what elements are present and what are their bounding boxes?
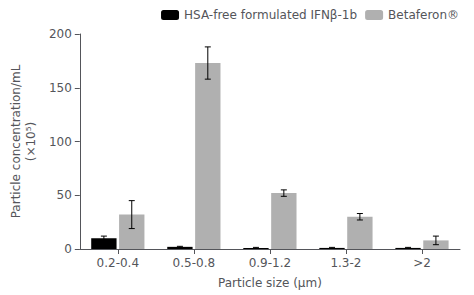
svg-text:Particle concentration/mL: Particle concentration/mL bbox=[9, 64, 23, 218]
svg-text:HSA-free formulated IFNβ-1b: HSA-free formulated IFNβ-1b bbox=[184, 8, 357, 22]
svg-text:Particle size (μm): Particle size (μm) bbox=[218, 276, 322, 290]
svg-text:0.5-0.8: 0.5-0.8 bbox=[173, 256, 216, 270]
svg-text:150: 150 bbox=[49, 81, 72, 95]
svg-text:(×10⁵): (×10⁵) bbox=[24, 122, 38, 162]
svg-text:0: 0 bbox=[64, 242, 72, 256]
svg-text:Betaferon®: Betaferon® bbox=[388, 8, 459, 22]
svg-text:200: 200 bbox=[49, 27, 72, 41]
svg-text:50: 50 bbox=[57, 188, 72, 202]
svg-text:0.2-0.4: 0.2-0.4 bbox=[97, 256, 140, 270]
svg-text:1.3-2: 1.3-2 bbox=[330, 256, 361, 270]
svg-text:0.9-1.2: 0.9-1.2 bbox=[249, 256, 292, 270]
svg-text:>2: >2 bbox=[413, 256, 431, 270]
svg-text:100: 100 bbox=[49, 135, 72, 149]
